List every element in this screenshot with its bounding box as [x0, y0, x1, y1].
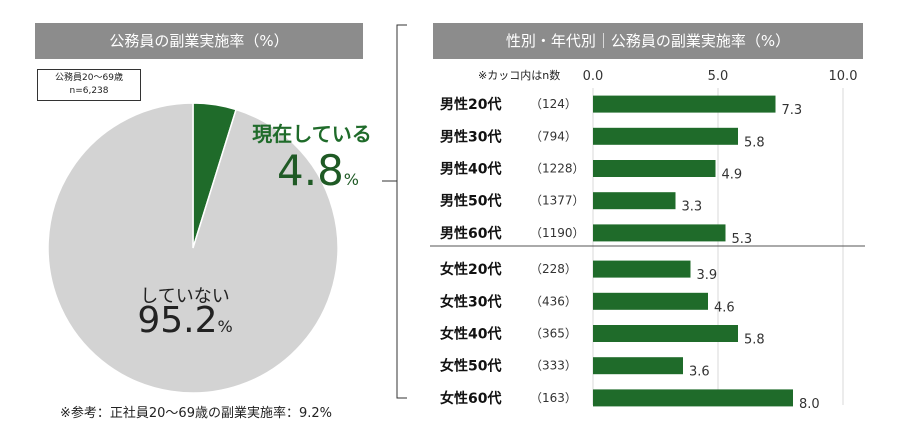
pie-value-no-number: 95.2 — [137, 300, 218, 341]
pie-value-yes-number: 4.8 — [277, 146, 344, 195]
bar — [593, 160, 716, 177]
n-label: （1377） — [530, 194, 585, 208]
x-tick-label: 5.0 — [708, 69, 729, 84]
category-label: 女性30代 — [440, 293, 501, 310]
category-label: 女性50代 — [440, 358, 501, 375]
bar-header: 性別・年代別｜公務員の副業実施率（%） — [433, 23, 863, 59]
value-label: 5.8 — [744, 135, 765, 150]
pie-slice-no — [47, 102, 339, 394]
value-label: 4.9 — [722, 168, 743, 183]
category-label: 男性50代 — [440, 193, 501, 210]
value-label: 4.6 — [714, 300, 735, 315]
pie-value-no: 95.2% — [95, 300, 275, 341]
value-label: 3.6 — [689, 365, 710, 380]
pie-value-no-unit: % — [217, 317, 233, 336]
bar — [593, 357, 683, 375]
n-label: （228） — [530, 262, 577, 276]
category-label: 男性60代 — [440, 225, 501, 242]
pie-value-yes-unit: % — [343, 170, 359, 189]
footnote: ※参考：正社員20～69歳の副業実施率：9.2% — [60, 406, 333, 421]
value-label: 5.8 — [744, 333, 765, 348]
category-label: 女性60代 — [440, 390, 501, 407]
sample-size-box: 公務員20～69歳 n=6,238 — [37, 69, 141, 101]
paren-note: ※カッコ内はn数 — [478, 69, 561, 82]
bar — [593, 325, 738, 342]
category-label: 男性20代 — [440, 96, 501, 113]
x-tick-label: 10.0 — [829, 69, 858, 84]
pie-value-yes: 4.8% — [258, 146, 378, 195]
category-label: 男性40代 — [440, 161, 501, 178]
category-label: 女性20代 — [440, 261, 501, 278]
n-label: （163） — [530, 391, 577, 405]
value-label: 3.3 — [682, 200, 703, 215]
pie-label-yes: 現在している — [252, 122, 372, 146]
pie-label-no: していない — [140, 286, 230, 307]
x-tick-label: 0.0 — [583, 69, 604, 84]
value-label: 8.0 — [799, 397, 820, 412]
category-label: 男性30代 — [440, 128, 501, 145]
sample-n: n=6,238 — [69, 86, 109, 96]
value-label: 3.9 — [697, 268, 718, 283]
n-label: （794） — [530, 129, 577, 143]
bar — [593, 224, 726, 242]
bar — [593, 192, 676, 210]
n-label: （365） — [530, 327, 577, 341]
bar — [593, 127, 738, 145]
value-label: 7.3 — [782, 103, 803, 118]
n-label: （333） — [530, 359, 577, 373]
bar — [593, 292, 708, 310]
pie-header: 公務員の副業実施率（%） — [35, 23, 363, 59]
n-label: （436） — [530, 294, 577, 308]
sample-population: 公務員20～69歳 — [55, 73, 123, 83]
n-label: （1190） — [530, 226, 585, 240]
bar — [593, 389, 793, 407]
value-label: 5.3 — [732, 232, 753, 247]
bar — [593, 95, 776, 113]
category-label: 女性40代 — [440, 326, 501, 343]
n-label: （1228） — [530, 162, 585, 176]
bar — [593, 260, 691, 278]
n-label: （124） — [530, 97, 577, 111]
